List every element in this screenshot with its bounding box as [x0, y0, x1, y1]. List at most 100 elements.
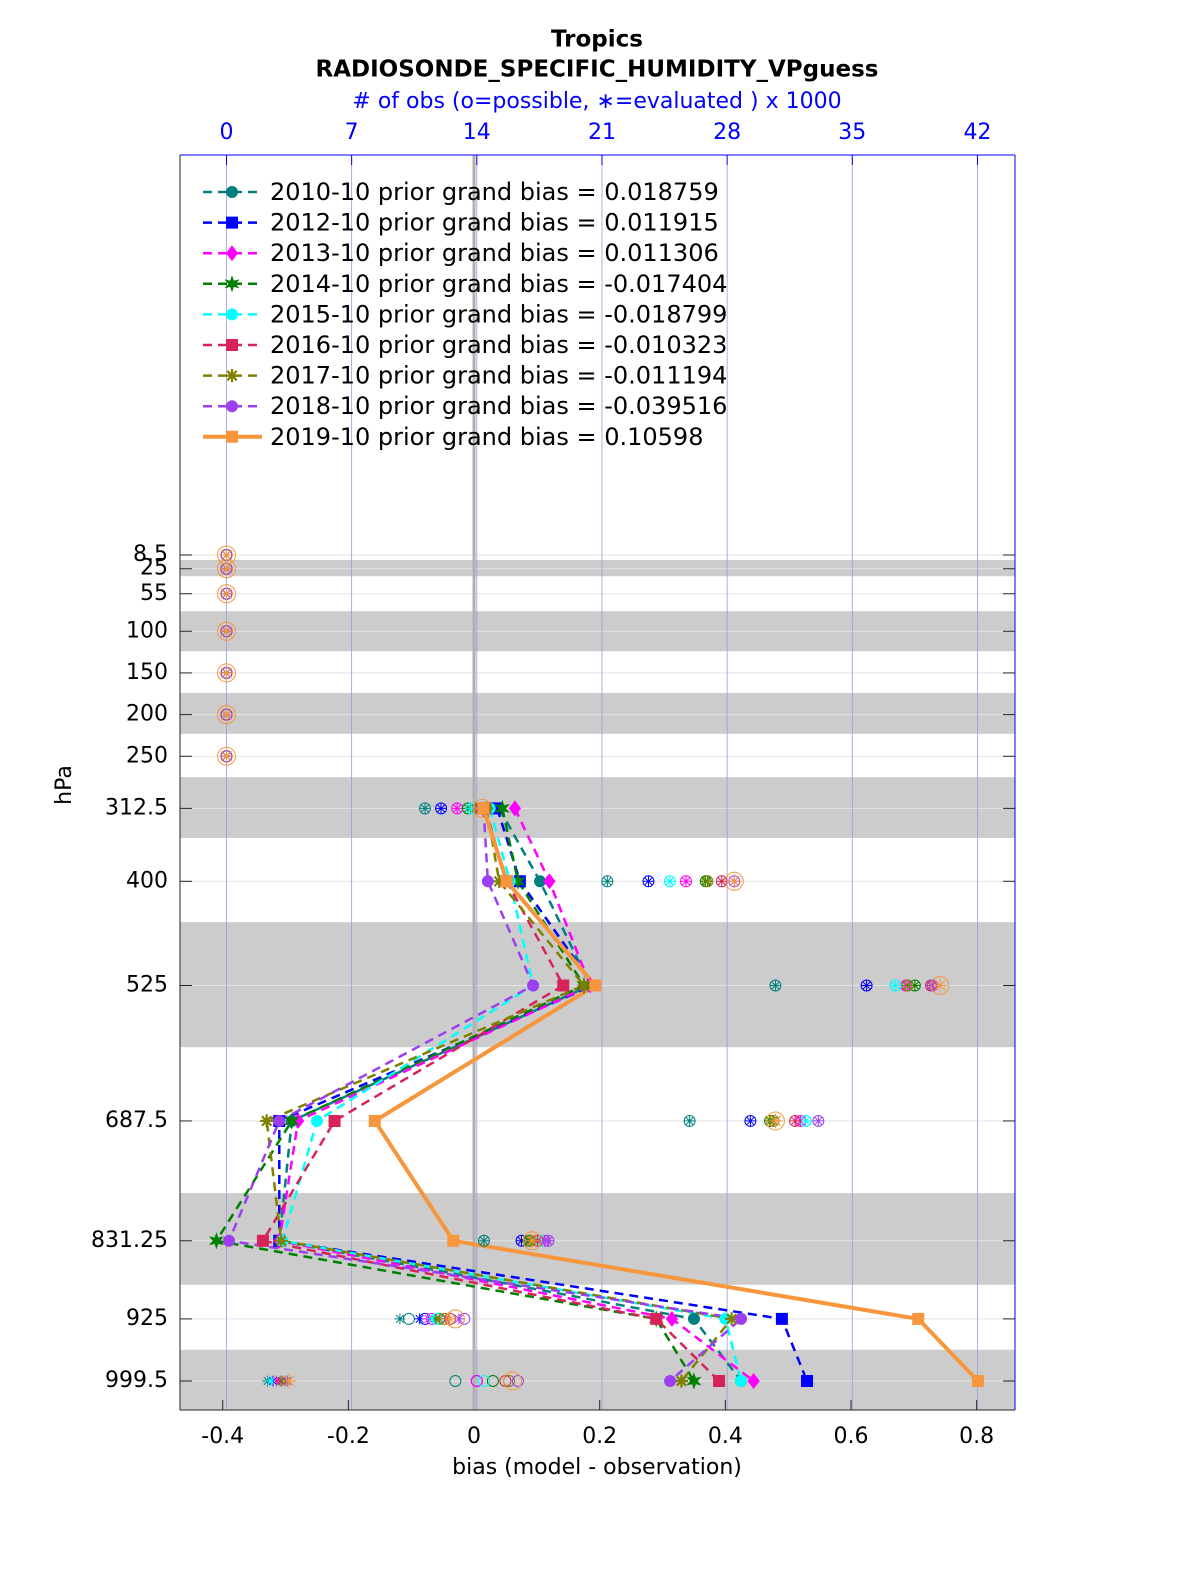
y-tick-label: 200	[126, 702, 168, 727]
y-tick-label: 831.25	[91, 1228, 168, 1253]
obs-evaluated-marker	[265, 1375, 277, 1387]
data-point	[310, 1115, 323, 1127]
data-point	[664, 1375, 677, 1387]
obs-possible-marker	[486, 1374, 499, 1387]
data-point	[747, 1373, 760, 1389]
y-tick-label: 400	[126, 868, 168, 893]
data-point	[589, 979, 602, 992]
obs-possible-marker	[642, 875, 655, 888]
y-tick-label: 925	[126, 1306, 168, 1331]
obs-possible-marker	[449, 1374, 462, 1387]
data-point	[775, 1312, 788, 1325]
obs-evaluated-marker	[426, 1313, 438, 1325]
obs-evaluated-marker	[680, 875, 692, 887]
obs-possible-marker	[889, 979, 902, 992]
obs-possible-marker	[418, 802, 431, 815]
legend-label: 2010-10 prior grand bias = 0.018759	[270, 178, 719, 206]
obs-evaluated-marker	[789, 1115, 801, 1127]
y-tick-label: 150	[126, 660, 168, 685]
obs-evaluated-marker	[525, 1233, 540, 1248]
x2-tick-label: 21	[588, 120, 616, 145]
obs-possible-marker	[435, 802, 448, 815]
obs-evaluated-marker	[542, 1235, 554, 1247]
x2-tick-label: 35	[838, 120, 866, 145]
data-point	[492, 874, 506, 888]
shaded-layer	[180, 777, 1015, 838]
obs-evaluated-marker	[451, 803, 463, 814]
obs-evaluated-marker	[516, 1235, 527, 1247]
obs-possible-marker	[503, 1371, 523, 1391]
y-tick-label: 55	[140, 581, 168, 606]
obs-possible-marker	[216, 663, 236, 683]
obs-evaluated-marker	[219, 624, 234, 639]
data-point	[735, 1375, 748, 1387]
obs-evaluated-marker	[716, 875, 728, 887]
legend-label: 2018-10 prior grand bias = -0.039516	[270, 392, 727, 420]
y-tick-label: 312.5	[105, 795, 168, 820]
data-point	[665, 1310, 679, 1327]
obs-possible-marker	[663, 875, 676, 888]
data-point	[494, 799, 510, 818]
x2-tick-label: 42	[963, 120, 991, 145]
legend-label: 2019-10 prior grand bias = 0.10598	[270, 423, 703, 451]
obs-possible-marker	[812, 1114, 825, 1127]
data-point	[557, 979, 570, 992]
shaded-layer	[180, 1193, 1015, 1285]
legend-marker	[225, 400, 239, 413]
obs-evaluated-marker	[643, 875, 654, 887]
obs-evaluated-marker	[466, 803, 477, 814]
data-point	[686, 1372, 702, 1390]
obs-possible-marker	[542, 1234, 555, 1247]
data-point	[208, 1232, 224, 1250]
data-point	[273, 1115, 286, 1127]
obs-possible-marker	[930, 975, 950, 995]
obs-evaluated-marker	[394, 1313, 406, 1325]
obs-evaluated-marker	[702, 875, 713, 887]
obs-possible-marker	[216, 705, 236, 725]
obs-evaluated-marker	[902, 980, 914, 991]
legend-label: 2014-10 prior grand bias = -0.017404	[270, 270, 727, 298]
y-tick-label: 100	[126, 618, 168, 643]
obs-evaluated-marker	[435, 803, 447, 814]
legend-marker	[225, 369, 239, 383]
data-point	[256, 1234, 269, 1247]
data-point	[447, 1234, 460, 1247]
obs-evaluated-marker	[219, 586, 234, 601]
x-tick-label: 0.6	[834, 1424, 869, 1449]
shaded-layer	[180, 559, 1015, 577]
obs-evaluated-marker	[414, 1313, 425, 1325]
obs-evaluated-marker	[219, 547, 234, 563]
data-point	[508, 800, 522, 817]
y-tick-label: 8.5	[133, 542, 168, 567]
x-tick-label: 0.4	[708, 1424, 743, 1449]
data-point	[650, 1312, 663, 1325]
data-point	[223, 1234, 236, 1247]
obs-possible-marker	[477, 1234, 490, 1247]
data-point	[735, 1312, 748, 1325]
obs-evaluated-marker	[601, 875, 613, 887]
obs-evaluated-marker	[768, 1113, 783, 1129]
obs-possible-marker	[601, 875, 614, 888]
shaded-layer	[180, 692, 1015, 734]
legend-label: 2012-10 prior grand bias = 0.011915	[270, 209, 719, 237]
obs-evaluated-marker	[281, 1373, 297, 1389]
y-tick-label: 687.5	[105, 1108, 168, 1133]
data-point	[274, 1234, 288, 1248]
legend-marker	[225, 186, 239, 198]
obs-evaluated-marker	[770, 980, 781, 991]
data-point	[674, 1374, 688, 1388]
y-tick-label: 25	[140, 556, 168, 581]
obs-evaluated-marker	[453, 1313, 465, 1325]
y-axis-label: hPa	[52, 765, 77, 805]
obs-evaluated-marker	[419, 803, 431, 814]
obs-possible-marker	[216, 584, 236, 604]
data-point	[284, 1112, 300, 1130]
x2-tick-label: 28	[713, 120, 741, 145]
legend-label: 2017-10 prior grand bias = -0.011194	[270, 362, 727, 390]
obs-evaluated-marker	[219, 561, 234, 576]
data-point	[687, 1312, 700, 1325]
obs-evaluated-marker	[745, 1115, 756, 1127]
x2-tick-label: 7	[345, 120, 359, 145]
obs-possible-marker	[216, 746, 236, 766]
x-tick-label: -0.2	[327, 1424, 370, 1449]
